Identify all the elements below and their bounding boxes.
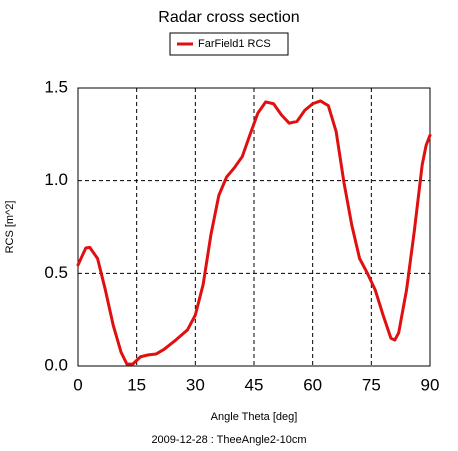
y-tick-label: 1.5 <box>44 77 68 96</box>
x-tick-label: 45 <box>245 375 264 394</box>
legend-label: FarField1 RCS <box>198 38 271 50</box>
x-tick-label: 30 <box>186 375 205 394</box>
plot-frame <box>77 87 431 367</box>
x-tick-label: 0 <box>73 375 82 394</box>
y-axis-label: RCS [m^2] <box>4 201 16 254</box>
y-tick-label: 1.0 <box>44 170 68 189</box>
x-tick-label: 75 <box>362 375 381 394</box>
line-series <box>76 99 432 366</box>
x-tick-label: 15 <box>127 375 146 394</box>
legend-box <box>169 32 289 56</box>
y-tick-label: 0.5 <box>44 263 68 282</box>
x-tick-label: 90 <box>421 375 440 394</box>
chart-title: Radar cross section <box>158 9 299 26</box>
x-tick-label: 60 <box>303 375 322 394</box>
x-axis-label: Angle Theta [deg] <box>211 411 298 423</box>
y-tick-label: 0.0 <box>44 355 68 374</box>
footer: 2009-12-28 : TheeAngle2-10cm <box>151 434 306 446</box>
